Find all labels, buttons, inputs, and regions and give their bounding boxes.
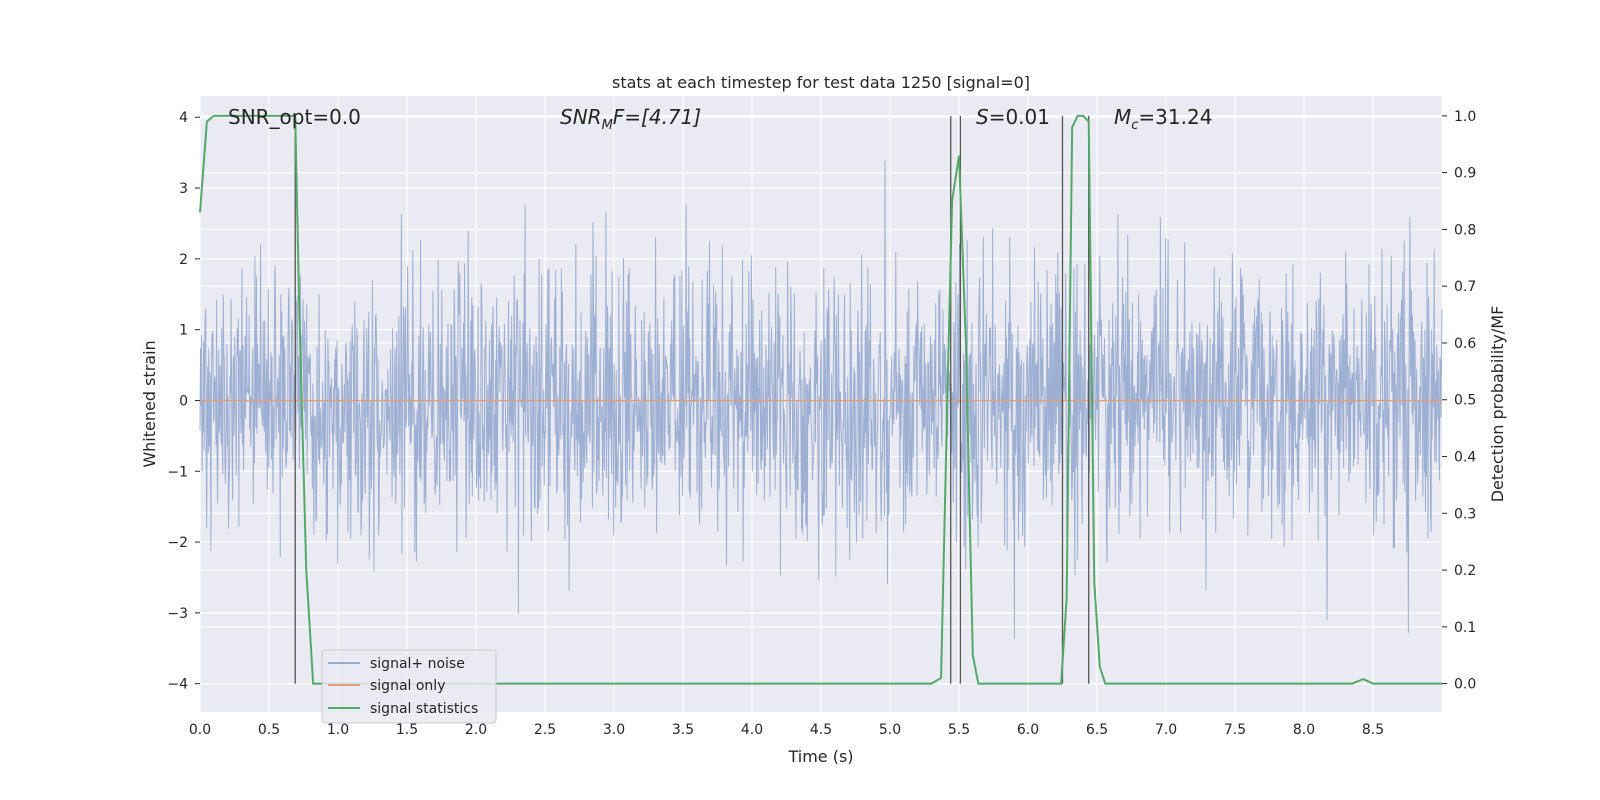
annotation-mc: Mc=31.24 [1114,105,1212,133]
y-tick-label: 0 [179,393,188,409]
chart-title: stats at each timestep for test data 125… [612,73,1030,92]
annotation-s: S=0.01 [976,105,1050,129]
mc-rest: =31.24 [1138,105,1212,129]
x-tick-label: 3.5 [672,722,694,738]
x-tick-label: 8.0 [1293,722,1315,738]
y-right-tick-label: 0.7 [1454,279,1476,295]
y-right-tick-label: 0.5 [1454,393,1476,409]
y-axis-label: Whitened strain [140,340,159,467]
x-axis-label: Time (s) [787,747,853,766]
signal-statistics-series [199,114,1442,685]
x-tick-label: 2.5 [534,722,556,738]
x-tick-label: 8.5 [1362,722,1384,738]
x-tick-label: 1.5 [396,722,418,738]
snr-mf-main: SNR [560,105,602,129]
y-right-axis-label: Detection probability/MF [1488,306,1507,503]
legend-label-signal: signal only [370,678,445,694]
y-right-tick-label: 0.0 [1454,677,1476,693]
x-tick-label: 7.5 [1224,722,1246,738]
x-tick-label: 5.5 [948,722,970,738]
x-tick-label: 0.0 [189,722,211,738]
y-right-tick-label: 0.6 [1454,336,1476,352]
legend-label-stats: signal statistics [370,701,478,717]
y-tick-label: 1 [179,323,188,339]
x-tick-label: 5.0 [879,722,901,738]
x-tick-label: 2.0 [465,722,487,738]
annotation-snr-opt: SNR_opt=0.0 [228,105,361,129]
y-axis-ticks: −4 −3 −2 −1 0 1 2 3 4 [167,110,200,693]
legend: signal+ noise signal only signal statist… [321,649,497,724]
x-tick-label: 4.5 [810,722,832,738]
x-tick-label: 6.5 [1086,722,1108,738]
annotation-snr-mf: SNRMF=[4.71] [560,105,701,133]
x-axis-ticks: 0.0 0.5 1.0 1.5 2.0 2.5 3.0 3.5 4.0 4.5 5.0 5.5 6.0 6… [189,722,1384,738]
mc-sub: c [1131,118,1138,133]
s-main: S [976,105,989,129]
x-tick-label: 3.0 [603,722,625,738]
legend-box [321,649,497,724]
s-rest: =0.01 [989,105,1050,129]
y-tick-label: −2 [167,535,188,551]
mc-main: M [1114,105,1131,129]
x-tick-label: 0.5 [258,722,280,738]
y-right-tick-label: 0.8 [1454,222,1476,238]
x-tick-label: 1.0 [327,722,349,738]
y-right-tick-label: 0.1 [1454,620,1476,636]
y-tick-label: 4 [179,110,188,126]
snr-mf-sub: M [602,118,613,133]
y-right-tick-label: 0.2 [1454,563,1476,579]
y-tick-label: −3 [167,606,188,622]
y-right-tick-label: 1.0 [1454,109,1476,125]
legend-label-noise: signal+ noise [370,656,465,672]
y-tick-label: −1 [167,464,188,480]
noise-line [199,160,1443,639]
x-tick-label: 7.0 [1155,722,1177,738]
y-right-axis-ticks: 0.0 0.1 0.2 0.3 0.4 0.5 0.6 0.7 0.8 0.9 1.0 [1442,109,1476,693]
y-tick-label: 3 [179,181,188,197]
x-tick-label: 6.0 [1017,722,1039,738]
y-tick-label: 2 [179,252,188,268]
signal-statistics-line [199,114,1442,685]
noise-series [199,160,1443,639]
y-tick-label: −4 [167,677,188,693]
snr-mf-rest: F=[4.71] [613,105,701,129]
y-right-tick-label: 0.3 [1454,506,1476,522]
y-right-tick-label: 0.9 [1454,166,1476,182]
y-right-tick-label: 0.4 [1454,450,1476,466]
x-tick-label: 4.0 [741,722,763,738]
